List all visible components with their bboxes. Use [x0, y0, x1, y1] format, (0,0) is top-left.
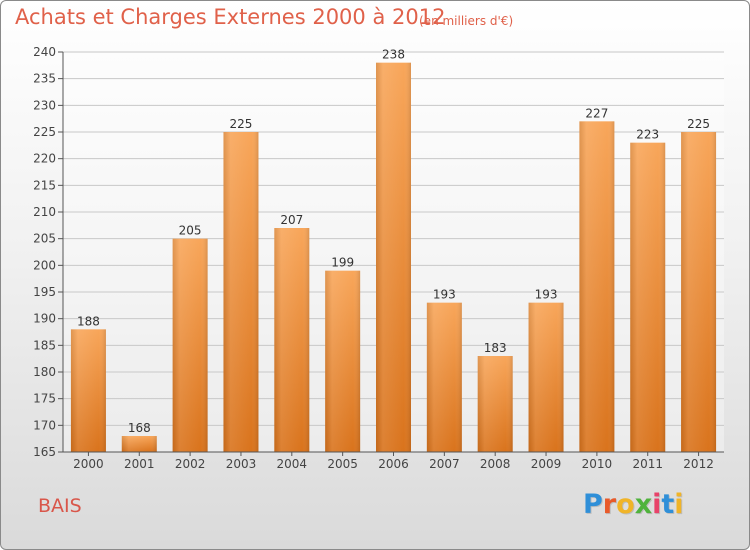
y-tick-label: 165: [33, 445, 56, 459]
y-tick-label: 225: [33, 125, 56, 139]
bar-shade: [223, 132, 259, 452]
data-label: 168: [128, 421, 151, 435]
x-tick-label: 2010: [582, 457, 613, 471]
bar-shade: [325, 270, 361, 452]
logo-letter: x: [634, 489, 653, 520]
y-tick-label: 180: [33, 365, 56, 379]
y-tick-label: 215: [33, 178, 56, 192]
city-name: BAIS: [38, 495, 82, 517]
logo-letter: t: [661, 489, 675, 520]
x-tick-label: 2003: [226, 457, 257, 471]
bar-shade: [70, 329, 106, 452]
data-label: 207: [280, 213, 303, 227]
chart-title: Achats et Charges Externes 2000 à 2012: [15, 5, 446, 29]
data-label: 227: [585, 106, 608, 120]
bar-shade: [426, 302, 462, 452]
data-labels: 188 168 205 225 207 199 238 193 183 193 227 223 225: [77, 48, 710, 435]
proxiti-logo[interactable]: Proxiti: [583, 489, 684, 520]
logo-letter: o: [616, 489, 635, 520]
x-tick-label: 2005: [327, 457, 358, 471]
x-tick-label: 2009: [531, 457, 562, 471]
x-tick-label: 2004: [277, 457, 308, 471]
y-tick-label: 230: [33, 98, 56, 112]
data-label: 225: [230, 117, 253, 131]
data-label: 199: [331, 256, 354, 270]
bar-shade: [528, 302, 564, 452]
x-tick-label: 2008: [480, 457, 511, 471]
y-tick-label: 170: [33, 418, 56, 432]
y-tick-label: 235: [33, 72, 56, 86]
y-tick-label: 175: [33, 392, 56, 406]
data-label: 183: [484, 341, 507, 355]
x-tick-label: 2002: [175, 457, 206, 471]
data-label: 205: [179, 224, 202, 238]
logo-letter: i: [674, 489, 684, 520]
y-tick-label: 220: [33, 152, 56, 166]
x-tick-label: 2011: [632, 457, 663, 471]
data-label: 225: [687, 117, 710, 131]
y-tick-label: 240: [33, 45, 56, 59]
data-label: 193: [433, 288, 456, 302]
axes: 165 170 175 180 185 190 195 200 205 210 215 220 225 2…: [33, 45, 724, 471]
y-tick-label: 205: [33, 232, 56, 246]
y-tick-label: 210: [33, 205, 56, 219]
logo-letter: P: [583, 489, 603, 520]
y-tick-label: 195: [33, 285, 56, 299]
bar-shade: [121, 436, 157, 452]
bar-shade: [274, 228, 310, 452]
bar-shade: [630, 142, 666, 452]
data-label: 193: [535, 288, 558, 302]
x-tick-label: 2000: [73, 457, 104, 471]
x-tick-label: 2007: [429, 457, 460, 471]
chart-subtitle: (en milliers d'€): [419, 14, 514, 28]
bar-shade: [376, 62, 411, 453]
x-tick-label: 2012: [683, 457, 714, 471]
bars: [70, 62, 717, 453]
y-tick-label: 190: [33, 312, 56, 326]
y-tick-label: 200: [33, 258, 56, 272]
bar-shade: [681, 132, 717, 452]
x-tick-label: 2006: [378, 457, 409, 471]
logo-letter: r: [602, 489, 617, 520]
data-label: 188: [77, 314, 100, 328]
bar-shade: [172, 238, 208, 452]
bar-shade: [579, 121, 615, 452]
x-tick-label: 2001: [124, 457, 155, 471]
y-tick-label: 185: [33, 338, 56, 352]
data-label: 238: [382, 48, 405, 62]
logo-letter: i: [652, 489, 662, 520]
data-label: 223: [636, 128, 659, 142]
bar-shade: [477, 356, 513, 452]
